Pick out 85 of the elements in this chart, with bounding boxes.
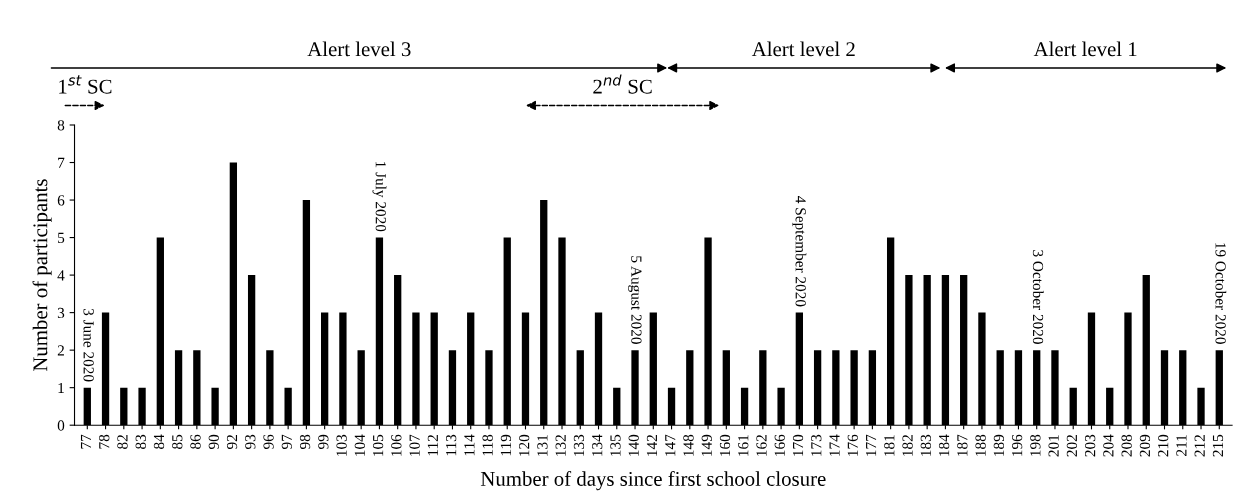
x-tick-label: 149 — [701, 434, 712, 456]
x-tick-label: 98 — [299, 434, 311, 450]
x-tick-label: 177 — [865, 434, 877, 456]
annotation: 19 October 2020 — [1215, 243, 1227, 344]
text: Alert level 3 — [307, 41, 411, 57]
x-tick-label: 105 — [372, 434, 384, 456]
x-tick-label: 96 — [263, 434, 274, 450]
x-tick-label: 84 — [153, 434, 165, 449]
x-tick-label: 142 — [646, 435, 657, 456]
x-tick-label: 85 — [172, 434, 183, 449]
x-tick-label: 189 — [993, 434, 1005, 456]
x-tick-label: 160 — [719, 434, 731, 456]
x-tick-label: 132 — [555, 435, 566, 456]
x-tick-label: 148 — [683, 434, 694, 456]
y-tick-label: 3 — [57, 307, 65, 319]
x-tick-label: 188 — [975, 434, 986, 456]
x-tick-label: 210 — [1158, 434, 1169, 457]
x-tick-label: 196 — [1012, 434, 1023, 456]
x-tick-label: 114 — [464, 434, 475, 456]
x-tick-label: 103 — [336, 434, 347, 456]
x-tick-label: 133 — [573, 434, 585, 456]
x-tick-label: 204 — [1103, 434, 1114, 457]
x-tick-label: 209 — [1139, 434, 1151, 457]
x-tick-label: 147 — [665, 434, 676, 456]
x-tick-label: 78 — [99, 434, 110, 449]
x-tick-label: 211 — [1176, 435, 1187, 456]
x-tick-label: 99 — [318, 434, 329, 450]
y-tick-label: 4 — [57, 270, 65, 281]
x-tick-label: 161 — [738, 435, 749, 456]
annotation: 4 September 2020 — [792, 196, 807, 307]
y-tick-label: 2 — [57, 345, 64, 356]
x-tick-label: 162 — [756, 435, 767, 456]
x-tick-label: 140 — [628, 434, 639, 456]
x-tick-label: 90 — [208, 434, 219, 450]
text: Alert level 1 — [1033, 41, 1137, 57]
x-tick-label: 106 — [391, 434, 402, 456]
text: Alert level 2 — [751, 41, 855, 57]
x-tick-label: 187 — [957, 434, 968, 456]
x-tick-label: 203 — [1084, 434, 1096, 457]
x-tick-label: 119 — [500, 434, 512, 456]
annotation: 3 October 2020 — [1032, 250, 1044, 344]
annotation: 3 June 2020 — [83, 308, 94, 382]
x-tick-label: 107 — [409, 434, 420, 456]
x-tick-label: 174 — [829, 434, 840, 456]
x-axis-title: Number of days since first school closure — [480, 471, 826, 491]
x-tick-label: 181 — [884, 435, 895, 456]
x-tick-label: 183 — [920, 434, 931, 456]
x-tick-label: 92 — [226, 435, 238, 450]
x-tick-label: 93 — [245, 434, 256, 450]
x-tick-label: 176 — [847, 434, 858, 456]
x-tick-label: 173 — [811, 434, 822, 456]
x-tick-label: 82 — [117, 435, 128, 449]
x-tick-label: 182 — [902, 435, 913, 456]
x-tick-label: 86 — [190, 434, 201, 449]
x-tick-label: 104 — [354, 434, 365, 456]
x-tick-label: 166 — [774, 434, 785, 456]
x-tick-label: 134 — [592, 434, 603, 456]
y-axis-title: Number of participants — [32, 179, 52, 372]
x-tick-label: 112 — [427, 435, 438, 456]
x-tick-label: 77 — [80, 434, 91, 449]
y-tick-label: 7 — [58, 157, 65, 168]
y-tick-label: 1 — [58, 382, 64, 393]
x-tick-label: 212 — [1194, 435, 1205, 457]
text: 1$^{st}$ SC — [59, 75, 112, 94]
x-tick-label: 113 — [446, 434, 457, 456]
text: 2$^{nd}$ SC — [593, 74, 652, 94]
x-tick-label: 83 — [135, 434, 146, 449]
x-tick-label: 215 — [1212, 434, 1224, 457]
y-tick-label: 0 — [57, 420, 65, 431]
x-tick-label: 208 — [1121, 434, 1132, 457]
x-tick-label: 170 — [792, 434, 804, 456]
x-tick-label: 198 — [1030, 434, 1041, 456]
annotation: 5 August 2020 — [628, 256, 642, 344]
x-tick-label: 97 — [281, 434, 292, 450]
x-tick-label: 184 — [938, 434, 950, 456]
x-tick-label: 118 — [482, 434, 493, 456]
x-tick-label: 120 — [519, 434, 530, 456]
y-tick-label: 6 — [57, 195, 65, 206]
y-tick-label: 5 — [58, 232, 65, 244]
x-tick-label: 202 — [1066, 435, 1078, 457]
x-tick-label: 201 — [1048, 435, 1059, 457]
annotation: 1 July 2020 — [372, 161, 387, 232]
x-tick-label: 131 — [537, 435, 548, 456]
x-tick-label: 135 — [610, 434, 621, 456]
y-tick-label: 8 — [57, 120, 65, 131]
